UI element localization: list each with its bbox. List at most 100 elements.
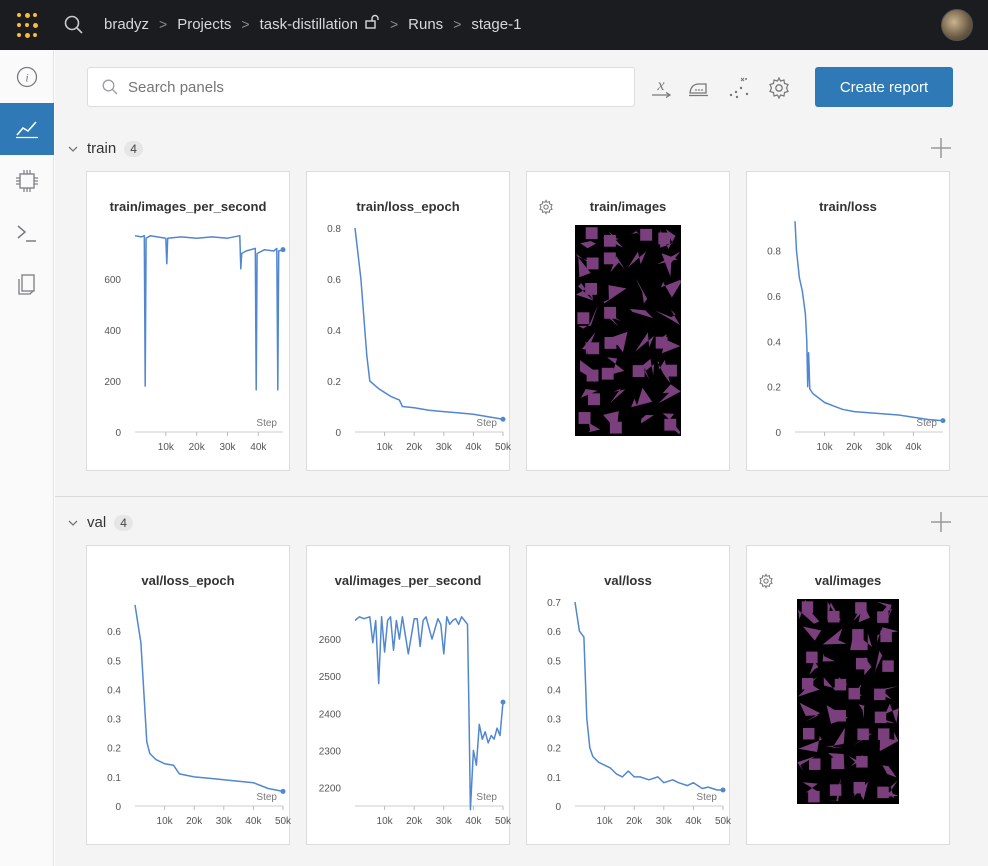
line-chart: 10k 20k 30k 40k 0 200 400 600 Step	[104, 234, 286, 453]
svg-text:x: x	[656, 77, 664, 94]
image-grid[interactable]	[575, 225, 681, 436]
image-tile-shape	[877, 728, 890, 740]
image-tile-shape	[610, 256, 625, 273]
panel-settings-gear-icon[interactable]	[758, 573, 774, 589]
image-tile-shape	[665, 364, 677, 377]
x-tick-label: 20k	[186, 816, 203, 827]
panel-title: train/images_per_second	[109, 199, 267, 214]
panel-val-loss[interactable]: val/loss 10k 20k 30k 40k 50k 0 0.1 0.2 0.3 0.4 0.5…	[526, 545, 731, 845]
x-tick-label: 20k	[846, 442, 863, 453]
unlock-icon[interactable]	[364, 14, 380, 34]
x-tick-label: 40k	[905, 442, 922, 453]
section-header-val[interactable]: val 4	[67, 514, 133, 531]
image-tile-shape	[852, 629, 864, 641]
image-tile	[629, 278, 654, 304]
y-tick-label: 0.2	[547, 744, 561, 755]
files-icon	[18, 274, 35, 295]
search-input[interactable]	[128, 78, 608, 96]
image-tile-shape	[603, 252, 616, 265]
sidebar-system[interactable]	[0, 155, 54, 207]
breadcrumb-user[interactable]: bradyz	[104, 15, 150, 33]
image-tile-shape	[629, 308, 653, 319]
outliers-icon[interactable]	[727, 76, 751, 100]
image-tile-shape	[877, 786, 889, 799]
sidebar-info[interactable]: i	[0, 51, 54, 103]
add-panel-plus-icon[interactable]	[929, 136, 953, 160]
image-tile-shape	[848, 687, 860, 700]
image-tile-shape	[580, 388, 598, 398]
image-tile	[629, 305, 654, 330]
image-tile-shape	[578, 304, 599, 329]
x-axis-label: Step	[256, 792, 277, 803]
add-panel-plus-icon[interactable]	[929, 510, 953, 534]
x-tick-label: 10k	[817, 442, 834, 453]
image-tile-shape	[797, 756, 816, 772]
sidebar-files[interactable]	[0, 259, 54, 311]
sidebar-logs[interactable]	[0, 207, 54, 259]
image-tile-shape	[607, 357, 625, 375]
breadcrumb-run[interactable]: stage-1	[471, 15, 522, 33]
image-tile-shape	[802, 626, 822, 641]
y-tick-label: 600	[104, 275, 121, 286]
image-tile-shape	[806, 651, 818, 664]
series-last-point	[280, 247, 286, 253]
section-title: val	[87, 514, 107, 531]
panel-train-loss[interactable]: train/loss 10k 20k 30k 40k 0 0.2 0.4 0.6 0.8 Step	[746, 171, 950, 471]
x-tick-label: 50k	[495, 816, 511, 827]
create-report-button[interactable]: Create report	[815, 67, 953, 107]
image-tile	[823, 651, 847, 675]
settings-gear-icon[interactable]	[767, 76, 791, 100]
image-tile-shape	[829, 784, 842, 796]
user-avatar[interactable]	[941, 9, 973, 41]
x-tick-label: 30k	[876, 442, 893, 453]
panel-val-loss-epoch[interactable]: val/loss_epoch 10k 20k 30k 40k 50k 0 0.1 0.2 0.3…	[86, 545, 291, 845]
image-tile-shape	[643, 358, 655, 380]
panel-train-images-per-second[interactable]: train/images_per_second 10k 20k 30k 40k 0 200…	[86, 171, 290, 471]
image-tile-shape	[603, 285, 627, 304]
breadcrumb-project[interactable]: task-distillation	[259, 15, 358, 33]
panel-val-images[interactable]: val/images	[746, 545, 950, 845]
smoothing-iron-icon[interactable]	[687, 76, 711, 100]
image-tile-shape	[631, 387, 653, 408]
line-chart: 10k 20k 30k 40k 50k 2200 2300 2400 2500 2600 Step	[319, 616, 511, 827]
x-tick-label: 20k	[189, 442, 206, 453]
image-tile-shape	[880, 630, 892, 643]
panel-settings-gear-icon[interactable]	[538, 199, 554, 215]
image-tile-shape	[808, 790, 820, 803]
x-axis-icon[interactable]: x	[649, 76, 673, 100]
panel-val-images-per-second[interactable]: val/images_per_second 10k 20k 30k 40k 50k 220…	[306, 545, 511, 845]
global-search-icon[interactable]	[64, 15, 84, 40]
series-line	[794, 221, 944, 422]
wandb-logo-icon[interactable]	[12, 10, 42, 40]
x-tick-label: 50k	[275, 816, 291, 827]
image-tile-shape	[605, 331, 628, 353]
image-tile-shape	[855, 657, 868, 670]
panel-search[interactable]	[87, 67, 635, 107]
cpu-chip-icon	[16, 170, 38, 192]
sidebar-charts[interactable]	[0, 103, 54, 155]
panel-train-loss-epoch[interactable]: train/loss_epoch 10k 20k 30k 40k 50k 0 0.2 0.4 0…	[306, 171, 511, 471]
info-icon: i	[16, 66, 38, 88]
image-tile-shape	[632, 365, 645, 377]
image-tile-shape	[635, 278, 648, 304]
panel-title: val/images_per_second	[334, 573, 482, 588]
breadcrumb-runs[interactable]: Runs	[408, 15, 444, 33]
x-tick-label: 20k	[626, 816, 643, 827]
panel-train-images[interactable]: train/images	[526, 171, 730, 471]
image-tile-shape	[660, 279, 681, 298]
image-tile-shape	[640, 228, 653, 241]
y-tick-label: 2200	[319, 783, 342, 794]
series-last-point	[280, 788, 286, 794]
y-tick-label: 0	[115, 802, 121, 813]
image-tile-shape	[803, 727, 815, 740]
x-tick-label: 30k	[436, 816, 453, 827]
section-header-train[interactable]: train 4	[67, 140, 143, 157]
breadcrumb-projects[interactable]: Projects	[177, 15, 232, 33]
image-tile-shape	[882, 660, 894, 672]
y-tick-label: 0.2	[107, 744, 121, 755]
image-tile	[874, 753, 898, 778]
series-line	[134, 234, 284, 391]
image-tile-shape	[664, 418, 677, 431]
line-chart-icon	[16, 121, 38, 139]
image-grid[interactable]	[797, 599, 899, 804]
